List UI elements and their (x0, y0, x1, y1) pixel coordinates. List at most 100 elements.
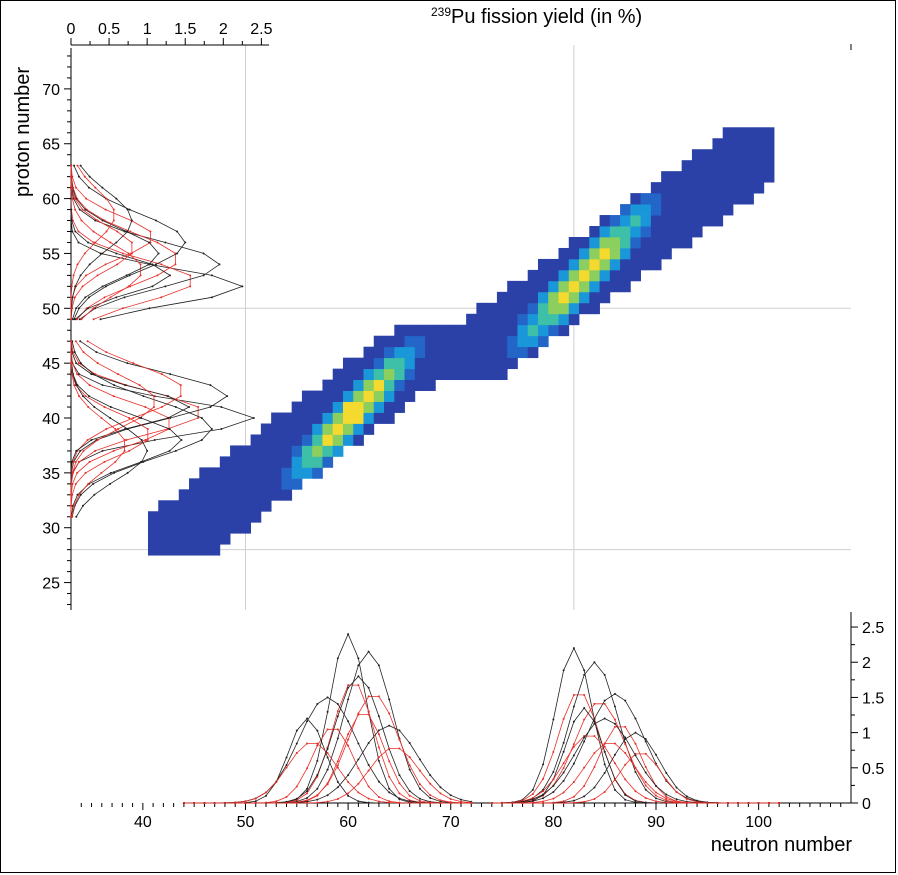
heatmap-cell (568, 269, 580, 282)
proton-yield-point (70, 164, 73, 167)
neutron-yield-point (655, 784, 657, 787)
heatmap-cell (230, 500, 241, 512)
heatmap-cell (353, 423, 364, 435)
heatmap-cell (414, 368, 426, 381)
neutron-yield-point (593, 751, 596, 754)
heatmap-cell (661, 236, 672, 249)
proton-yield-point (94, 219, 97, 222)
heatmap-cell (712, 215, 724, 227)
proton-yield-point (148, 263, 151, 266)
heatmap-cell (722, 160, 734, 172)
neutron-yield-point (624, 778, 627, 781)
neutron-yield-point (460, 800, 462, 803)
heatmap-cell (640, 258, 652, 271)
proton-yield-point (105, 351, 108, 354)
proton-yield-tick-label: 1.5 (174, 21, 196, 38)
neutron-yield-point (613, 722, 616, 725)
heatmap-cell (568, 258, 580, 271)
proton-yield-point (70, 362, 73, 365)
neutron-yield-point (675, 786, 678, 789)
heatmap-cell (260, 456, 272, 468)
heatmap-cell (517, 324, 529, 337)
heatmap-cell (363, 368, 375, 381)
neutron-yield-point (357, 758, 360, 761)
proton-yield-point (74, 482, 77, 485)
proton-yield-point (79, 164, 82, 167)
heatmap-cell (230, 522, 241, 534)
heatmap-cell (404, 357, 416, 370)
heatmap-cell (291, 456, 303, 468)
heatmap-cell (291, 423, 303, 435)
proton-yield-tick-label: 1 (143, 21, 152, 38)
heatmap-cell (517, 291, 529, 304)
neutron-yield-point (675, 791, 678, 794)
neutron-yield-point (726, 801, 729, 804)
proton-yield-point (104, 208, 107, 211)
heatmap-cell (681, 226, 693, 238)
proton-yield-point (75, 449, 78, 452)
heatmap-cell (404, 379, 416, 391)
neutron-yield-point (562, 767, 565, 770)
heatmap-cell (537, 280, 549, 293)
proton-yield-point (79, 493, 82, 496)
neutron-yield-point (316, 801, 319, 804)
heatmap-cell (620, 226, 631, 238)
heatmap-cell (763, 127, 775, 139)
neutron-yield-point (336, 797, 339, 800)
proton-yield-point (132, 362, 135, 365)
proton-yield-point (93, 493, 96, 496)
heatmap-cell (260, 489, 272, 501)
neutron-yield-point (634, 799, 637, 802)
neutron-yield-point (295, 797, 298, 800)
proton-yield-point (209, 384, 212, 387)
neutron-yield-point (388, 698, 391, 701)
heatmap-cell (353, 379, 364, 391)
heatmap-cell (219, 467, 231, 479)
heatmap-cell (661, 226, 672, 238)
neutron-yield-point (685, 797, 688, 800)
proton-yield-lines (70, 164, 256, 518)
neutron-yield-point (295, 785, 298, 788)
neutron-yield-point (408, 790, 411, 793)
heatmap-cell (189, 522, 200, 534)
heatmap-cell (763, 138, 775, 150)
heatmap-cell (507, 357, 518, 370)
heatmap-cell (476, 368, 488, 381)
heatmap-cell (527, 346, 539, 359)
heatmap-cell (476, 324, 488, 337)
proton-yield-point (70, 175, 73, 178)
heatmap-cell (609, 236, 621, 249)
heatmap-cell (353, 434, 364, 446)
neutron-yield-point (388, 775, 391, 778)
y-axis-label: proton number (12, 67, 34, 197)
heatmap-cell (640, 236, 652, 249)
heatmap-cell (363, 379, 375, 391)
heatmap-cell (466, 346, 477, 359)
heatmap-cell (168, 511, 180, 523)
heatmap-cell (681, 171, 693, 183)
proton-yield-point (96, 219, 99, 222)
heatmap-cell (209, 533, 221, 545)
proton-yield-point (78, 395, 81, 398)
heatmap-cell (732, 149, 744, 161)
heatmap-cell (527, 302, 539, 315)
neutron-yield-series (491, 693, 780, 804)
proton-yield-point (100, 471, 103, 474)
proton-yield-point (71, 515, 74, 518)
heatmap-cell (363, 423, 375, 435)
proton-yield-point (72, 274, 75, 277)
heatmap-cell (322, 456, 334, 468)
neutron-yield-point (388, 801, 391, 804)
heatmap-cell (147, 544, 159, 556)
heatmap-cell (732, 193, 744, 205)
neutron-yield-point (418, 787, 421, 790)
neutron-yield-point (367, 713, 370, 716)
neutron-yield-point (624, 763, 627, 766)
heatmap-cell (322, 401, 334, 413)
neutron-yield-point (593, 717, 596, 720)
proton-yield-point (148, 241, 151, 244)
neutron-yield-series (491, 694, 780, 804)
neutron-yield-point (326, 794, 329, 797)
neutron-yield-point (706, 801, 709, 804)
neutron-yield-point (665, 778, 668, 781)
